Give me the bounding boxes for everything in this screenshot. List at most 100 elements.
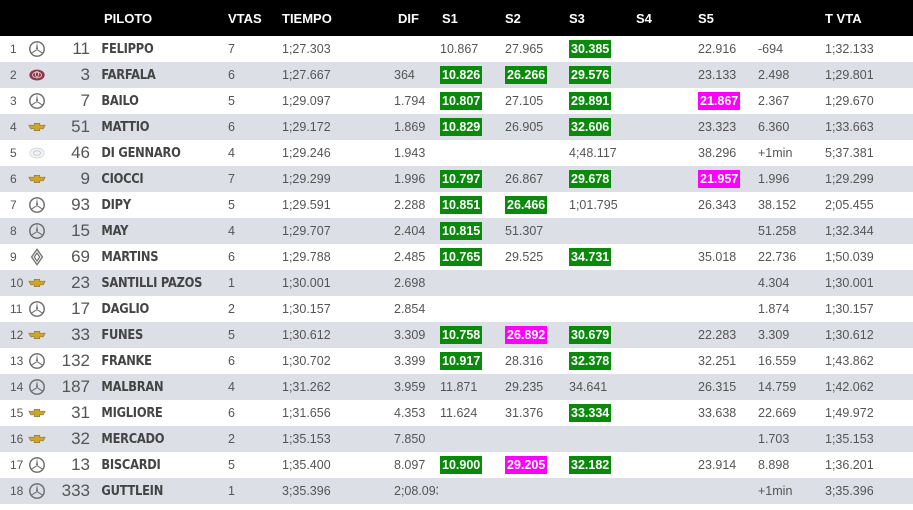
tvta-cell: 1;29.299 [825,172,874,186]
s3-best-badge: 34.731 [569,248,612,266]
s2-cell: 29.235 [505,380,544,394]
s3-cell: 30.385 [567,36,632,62]
driver-name[interactable]: FRANKE [101,353,152,369]
vtas-cell: 6 [228,250,235,264]
table-row[interactable]: 12 33 FUNES 5 1;30.612 3.309 10.758 26.892 30.67… [0,322,913,348]
driver-name[interactable]: MAY [101,223,129,239]
table-row[interactable]: 4 51 MATTIO 6 1;29.172 1.869 10.829 26.905 32.60… [0,114,913,140]
dif-cell: 1.943 [394,146,426,160]
position-cell: 15 [10,406,24,420]
driver-name[interactable]: MATTIO [101,119,150,135]
s2-cell [503,296,567,322]
s3-cell: 4;48.117 [569,146,617,160]
tiempo-cell: 1;30.001 [282,276,331,290]
col-header-s4[interactable]: S4 [636,10,652,26]
col-header-piloto[interactable]: PILOTO [104,10,153,26]
table-row[interactable]: 15 31 MIGLIORE 6 1;31.656 4.353 11.624 31.376 33… [0,400,913,426]
col-header-s5[interactable]: S5 [698,10,714,26]
x-cell: 38.152 [758,198,797,212]
driver-name[interactable]: GUTTLEIN [101,483,164,499]
s1-cell: 10.851 [438,192,503,218]
table-row[interactable]: 13 132 FRANKE 6 1;30.702 3.399 10.917 28.316 32.… [0,348,913,374]
driver-name[interactable]: DIPY [101,197,131,213]
driver-name[interactable]: BISCARDI [101,457,161,473]
x-cell: 6.360 [758,120,790,134]
s4-cell [632,166,696,192]
driver-name[interactable]: DAGLIO [101,301,150,317]
driver-name[interactable]: FUNES [101,327,143,343]
tvta-cell: 3;35.396 [825,484,874,498]
col-header-tvta[interactable]: T VTA [825,10,862,26]
col-header-tiempo[interactable]: TIEMPO [282,10,332,26]
car-number: 333 [61,481,90,500]
s1-best-badge: 10.797 [440,170,483,188]
vtas-cell: 5 [228,328,235,342]
dif-cell [372,36,438,62]
table-row[interactable]: 5 46 DI GENNARO 4 1;29.246 1.943 4;48.117 38.29… [0,140,913,166]
col-header-s2[interactable]: S2 [505,10,521,26]
table-row[interactable]: 2 3 FARFALA 6 1;27.667 364 10.826 26.266 29.576 2… [0,62,913,88]
col-header-vtas[interactable]: VTAS [228,10,262,26]
driver-name[interactable]: MARTINS [101,249,159,265]
vtas-cell: 6 [228,354,235,368]
tiempo-cell: 1;29.707 [282,224,331,238]
col-header-dif[interactable]: DIF [398,10,419,26]
table-row[interactable]: 11 17 DAGLIO 2 1;30.157 2.854 1.874 1;30.157 [0,296,913,322]
tvta-cell: 2;05.455 [825,198,874,212]
table-row[interactable]: 17 13 BISCARDI 5 1;35.400 8.097 10.900 29.205 32… [0,452,913,478]
dif-cell: 2.288 [394,198,426,212]
tiempo-cell: 1;30.157 [282,302,331,316]
x-cell: 8.898 [758,458,790,472]
s2-cell [503,140,567,166]
s2-cell [503,478,567,504]
chevrolet-icon [28,118,46,136]
mercedes-icon [28,40,46,58]
brand-cell [28,36,60,62]
table-row[interactable]: 18 333 GUTTLEIN 1 3;35.396 2;08.093 +1min 3;35.… [0,478,913,504]
driver-name[interactable]: SANTILLI PAZOS [101,275,203,291]
car-number: 17 [71,299,90,318]
driver-name[interactable]: DI GENNARO [101,145,181,161]
driver-name[interactable]: FARFALA [101,67,156,83]
table-row[interactable]: 16 32 MERCADO 2 1;35.153 7.850 1.703 1;35.153 [0,426,913,452]
driver-name[interactable]: MERCADO [101,431,165,447]
s1-cell: 10.867 [440,42,479,56]
tvta-cell: 1;49.972 [825,406,874,420]
tvta-cell: 1;30.612 [825,328,874,342]
s5-cell [696,296,758,322]
table-row[interactable]: 14 187 MALBRAN 4 1;31.262 3.959 11.871 29.235 34… [0,374,913,400]
driver-name[interactable]: MIGLIORE [101,405,163,421]
s1-cell: 11.871 [440,380,478,394]
car-number: 3 [80,65,90,84]
driver-name[interactable]: CIOCCI [101,171,144,187]
s4-cell [632,452,696,478]
tiempo-cell: 1;35.153 [282,432,331,446]
s2-best-badge: 26.466 [505,196,548,214]
car-number: 51 [71,117,90,136]
driver-name[interactable]: BAILO [101,93,139,109]
s2-cell: 26.466 [503,192,567,218]
mercedes-icon [28,378,46,396]
table-row[interactable]: 1 11 FELIPPO 7 1;27.303 10.867 27.965 30.385 22.… [0,36,913,62]
table-row[interactable]: 6 9 CIOCCI 7 1;29.299 1.996 10.797 26.867 29.678… [0,166,913,192]
honda-icon [28,144,46,162]
table-row[interactable]: 9 69 MARTINS 6 1;29.788 2.485 10.765 29.525 34.7… [0,244,913,270]
vtas-cell: 7 [228,42,235,56]
s2-cell: 29.205 [503,452,567,478]
brand-cell [28,374,60,400]
s3-best-badge: 33.334 [569,404,612,422]
tiempo-cell: 1;29.591 [282,198,331,212]
s5-cell: 21.867 [696,88,758,114]
driver-name[interactable]: FELIPPO [101,41,154,57]
col-header-s1[interactable]: S1 [442,10,458,26]
table-row[interactable]: 8 15 MAY 4 1;29.707 2.404 10.815 51.307 51.258 1;… [0,218,913,244]
driver-name[interactable]: MALBRAN [101,379,164,395]
tiempo-cell: 1;29.246 [282,146,331,160]
table-row[interactable]: 3 7 BAILO 5 1;29.097 1.794 10.807 27.105 29.891 2… [0,88,913,114]
s1-cell [438,296,503,322]
table-row[interactable]: 10 23 SANTILLI PAZOS 1 1;30.001 2.698 4.304 1;3… [0,270,913,296]
header-row: PILOTO VTAS TIEMPO DIF S1 S2 S3 S4 S5 T … [0,0,913,36]
table-row[interactable]: 7 93 DIPY 5 1;29.591 2.288 10.851 26.466 1;01.79… [0,192,913,218]
dif-cell: 7.850 [394,432,426,446]
col-header-s3[interactable]: S3 [569,10,585,26]
